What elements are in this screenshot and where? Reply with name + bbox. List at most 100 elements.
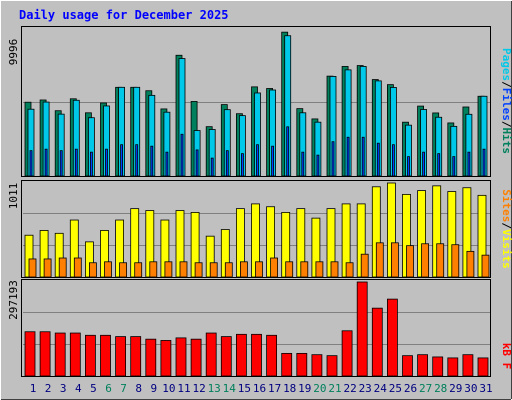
day-label: 12: [192, 382, 205, 395]
svg-text:kB F: kB F: [500, 343, 512, 370]
files-bar: [225, 150, 229, 177]
day-label: 31: [479, 382, 492, 395]
files-bar: [286, 126, 290, 177]
sites-bar: [315, 261, 324, 278]
kbytes-bar: [266, 334, 278, 377]
bot-max-label: 297193: [7, 280, 20, 320]
sites-bar: [28, 258, 37, 278]
sites-bar: [330, 261, 339, 278]
kbytes-bar: [402, 355, 413, 377]
files-bar: [29, 150, 33, 177]
kbytes-bar: [447, 357, 459, 377]
kbytes-bar: [462, 354, 474, 377]
sites-bar: [451, 244, 460, 278]
files-bar: [90, 151, 93, 177]
legend-slash-1: /: [500, 81, 512, 88]
kbytes-bar: [251, 333, 262, 377]
kbytes-bar: [235, 333, 247, 377]
kbytes-bar: [160, 340, 172, 377]
kbytes-bar: [85, 334, 96, 377]
daily-kbytes-panel: 297193 kB F: [7, 279, 512, 377]
legend-files: Files: [500, 88, 512, 121]
kbytes-bar: [24, 331, 36, 377]
files-bar: [120, 144, 123, 177]
legend-visits: Visits: [500, 229, 512, 269]
day-label: 29: [449, 382, 462, 395]
kbytes-bar: [432, 356, 444, 377]
svg-text:Sites/Visits: Sites/Visits: [500, 189, 512, 269]
kbytes-bar: [115, 336, 126, 377]
sites-bar: [164, 261, 173, 278]
kbytes-bar: [69, 332, 81, 377]
legend-slash-2: /: [500, 121, 512, 128]
kbytes-bar: [296, 352, 308, 377]
legend-sites: Sites: [500, 189, 512, 222]
top-bars: [24, 31, 488, 177]
kbytes-bar: [341, 330, 353, 377]
sites-bar: [194, 262, 203, 278]
day-label: 14: [223, 382, 237, 395]
bot-legend: kB F: [500, 343, 512, 370]
files-bar: [74, 148, 78, 177]
day-label: 26: [404, 382, 417, 395]
day-label: 11: [177, 382, 190, 395]
legend-f: F: [500, 363, 512, 370]
sites-bar: [406, 245, 414, 278]
kbytes-bar: [100, 334, 111, 377]
files-bar: [105, 148, 108, 177]
day-label: 9: [150, 382, 157, 395]
legend-kb: kB: [500, 343, 512, 357]
sites-bar: [209, 262, 218, 278]
files-bar: [316, 154, 320, 177]
files-bar: [361, 136, 365, 177]
sites-bar: [285, 261, 294, 278]
files-bar: [391, 144, 395, 177]
files-bar: [482, 148, 486, 177]
kbytes-bar: [130, 336, 142, 377]
legend-hits: Hits: [500, 128, 512, 155]
sites-bar: [179, 261, 188, 278]
sites-bar: [270, 257, 279, 278]
chart-title: Daily usage for December 2025: [19, 8, 229, 22]
sites-bar: [436, 243, 445, 278]
files-bar: [271, 145, 275, 177]
sites-bar: [43, 258, 52, 278]
kbytes-bar: [39, 331, 51, 377]
files-bar: [256, 144, 259, 177]
day-label: 27: [419, 382, 432, 395]
kbytes-bar: [190, 338, 202, 377]
sites-bar: [149, 261, 158, 278]
sites-bar: [89, 262, 97, 278]
svg-text:Pages/Files/Hits: Pages/Files/Hits: [500, 48, 512, 154]
mid-legend: Sites/Visits: [500, 189, 512, 269]
bot-bars: [24, 281, 489, 377]
files-bar: [422, 151, 426, 177]
files-bar: [331, 141, 335, 177]
sites-bar: [360, 253, 369, 278]
day-label: 3: [60, 382, 67, 395]
sites-bar: [375, 242, 384, 278]
mid-bars: [24, 182, 490, 278]
kbytes-bar: [386, 298, 398, 377]
day-label: 15: [238, 382, 251, 395]
day-label: 13: [208, 382, 221, 395]
files-bar: [452, 156, 456, 177]
day-label: 10: [162, 382, 175, 395]
files-bar: [346, 136, 350, 177]
legend-slash-3: /: [500, 222, 512, 229]
kbytes-bar: [371, 307, 383, 377]
day-label: 30: [464, 382, 477, 395]
kbytes-bar: [311, 354, 323, 377]
sites-bar: [224, 262, 233, 278]
files-bar: [301, 151, 305, 177]
sites-bar: [134, 262, 143, 278]
sites-bar: [239, 261, 248, 278]
files-bar: [437, 153, 441, 177]
sites-bar: [421, 243, 430, 278]
files-bar: [180, 133, 184, 177]
day-label: 18: [283, 382, 296, 395]
files-bar: [376, 142, 380, 177]
sites-bar: [466, 250, 475, 278]
files-bar: [44, 148, 48, 177]
kbytes-bar: [477, 357, 489, 377]
